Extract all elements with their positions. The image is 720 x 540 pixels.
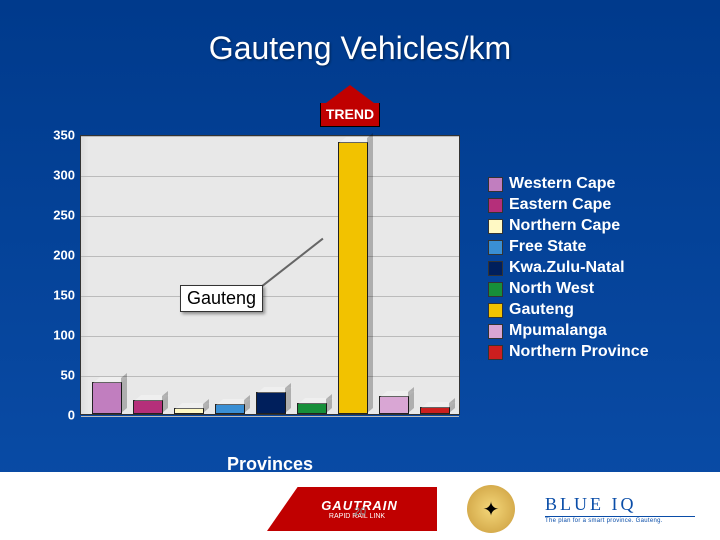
bar-western-cape [92, 382, 122, 414]
crest-logo: ✦ [467, 485, 515, 533]
legend-item: Northern Province [488, 343, 698, 361]
legend-label: Free State [509, 238, 586, 256]
bar-northern-cape [174, 408, 204, 414]
legend-label: Northern Province [509, 343, 649, 361]
legend-swatch [488, 345, 503, 360]
legend-item: Mpumalanga [488, 322, 698, 340]
trend-label: TREND [320, 103, 380, 127]
legend-label: Northern Cape [509, 217, 620, 235]
bar-kwa-zulu-natal [256, 392, 286, 414]
bar-mpumalanga [379, 396, 409, 414]
gautrain-logo: GAUTRAIN RAPID RAIL LINK [267, 487, 437, 531]
legend-swatch [488, 303, 503, 318]
gauteng-callout: Gauteng [180, 285, 263, 312]
legend-item: Northern Cape [488, 217, 698, 235]
legend-item: Kwa.Zulu-Natal [488, 259, 698, 277]
bar-chart: 050100150200250300350 Gauteng Provinces [40, 135, 460, 445]
bar-free-state [215, 404, 245, 414]
y-tick-label: 0 [40, 408, 75, 423]
legend-item: Gauteng [488, 301, 698, 319]
bar-north-west [297, 403, 327, 414]
legend-item: Western Cape [488, 175, 698, 193]
legend-label: Eastern Cape [509, 196, 611, 214]
y-tick-label: 50 [40, 368, 75, 383]
legend-label: Gauteng [509, 301, 574, 319]
blueiq-subtext: The plan for a smart province. Gauteng. [545, 518, 695, 524]
bar-northern-province [420, 407, 450, 414]
bar-gauteng [338, 142, 368, 414]
legend-swatch [488, 177, 503, 192]
y-tick-label: 250 [40, 208, 75, 223]
legend-label: Mpumalanga [509, 322, 607, 340]
trend-arrow: TREND [310, 85, 390, 135]
legend: Western Cape Eastern Cape Northern Cape Fre… [488, 175, 698, 364]
blueiq-text: BLUE IQ [545, 494, 695, 515]
legend-label: Western Cape [509, 175, 615, 193]
legend-item: Free State [488, 238, 698, 256]
y-tick-label: 150 [40, 288, 75, 303]
y-tick-label: 200 [40, 248, 75, 263]
plot-area [80, 135, 460, 415]
legend-label: North West [509, 280, 594, 298]
legend-swatch [488, 282, 503, 297]
y-tick-label: 100 [40, 328, 75, 343]
y-tick-label: 300 [40, 168, 75, 183]
legend-label: Kwa.Zulu-Natal [509, 259, 625, 277]
bar-eastern-cape [133, 400, 163, 414]
legend-swatch [488, 198, 503, 213]
gridline [81, 416, 459, 417]
legend-swatch [488, 261, 503, 276]
legend-item: North West [488, 280, 698, 298]
legend-swatch [488, 240, 503, 255]
y-tick-label: 350 [40, 128, 75, 143]
legend-swatch [488, 219, 503, 234]
legend-swatch [488, 324, 503, 339]
slide-number: 20 [354, 506, 366, 518]
slide-title: Gauteng Vehicles/km [0, 0, 720, 67]
legend-item: Eastern Cape [488, 196, 698, 214]
blueiq-logo: BLUE IQ The plan for a smart province. G… [545, 487, 695, 531]
